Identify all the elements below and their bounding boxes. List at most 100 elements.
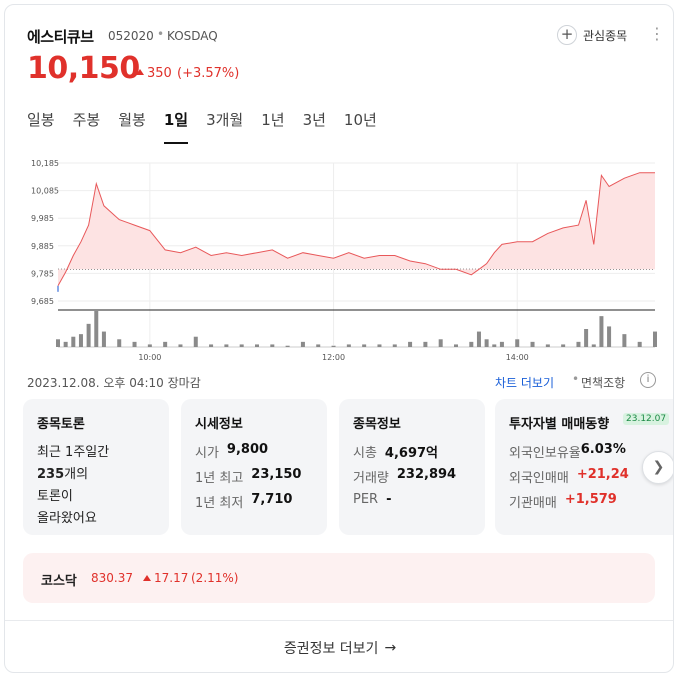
volume-bar xyxy=(331,345,336,347)
info-row: 1년 최고 23,150 xyxy=(195,467,313,486)
volume-bar xyxy=(163,341,168,347)
volume-bar xyxy=(454,344,458,347)
index-value: 830.37 xyxy=(91,571,133,585)
tab-1year[interactable]: 1년 xyxy=(261,111,285,129)
info-key: 외국인매매 xyxy=(509,471,569,486)
market-close-datetime: 2023.12.08. 오후 04:10 장마감 xyxy=(27,376,201,390)
period-tabs: 일봉 주봉 월봉 1일 3개월 1년 3년 10년 xyxy=(27,109,395,144)
investor-title: 투자자별 매매동향 xyxy=(509,417,610,432)
volume-bar xyxy=(492,344,497,347)
stock-info-card[interactable]: 종목정보 시총 4,697억 거래량 232,894 PER - xyxy=(339,399,485,535)
forum-line: 토론이 xyxy=(37,489,73,504)
info-row: PER - xyxy=(353,492,471,507)
index-change: 17.17 xyxy=(154,571,189,585)
info-value: 23,150 xyxy=(251,467,302,482)
info-icon[interactable]: i xyxy=(640,372,656,388)
volume-bar xyxy=(499,341,504,347)
y-tick-label: 9,685 xyxy=(31,297,54,306)
volume-bar xyxy=(438,339,443,347)
y-tick-label: 9,985 xyxy=(31,214,54,223)
volume-bar xyxy=(300,341,305,347)
forum-card[interactable]: 종목토론 최근 1주일간 235개의 토론이 올라왔어요 xyxy=(23,399,169,535)
info-row: 시가 9,800 xyxy=(195,442,313,461)
up-triangle-icon xyxy=(143,575,151,581)
plus-icon: + xyxy=(557,25,577,45)
info-value: +21,24 xyxy=(576,467,629,482)
up-triangle-icon xyxy=(136,69,144,75)
investor-trend-card[interactable]: 투자자별 매매동향 23.12.07 외국인보유율 6.03% 외국인매매 +21,… xyxy=(495,399,673,535)
price-change: 350 xyxy=(147,66,172,81)
next-card-button[interactable]: ❯ xyxy=(642,451,673,484)
price-chart[interactable]: 10,185 10,085 9,985 9,885 9,785 9,685 10:00 12:… xyxy=(5,155,673,365)
more-options-icon[interactable]: ⋮ xyxy=(649,24,665,43)
volume-bar xyxy=(178,344,183,347)
volume-bar xyxy=(653,331,657,347)
info-row: 기관매매 +1,579 xyxy=(509,492,661,511)
tab-monthly[interactable]: 월봉 xyxy=(118,111,146,129)
volume-bar xyxy=(224,344,229,347)
volume-bar xyxy=(515,339,520,347)
quote-info-card[interactable]: 시세정보 시가 9,800 1년 최고 23,150 1년 최저 7,710 xyxy=(181,399,327,535)
x-tick-label: 12:00 xyxy=(322,353,345,362)
info-value: +1,579 xyxy=(564,492,617,507)
info-key: 1년 최고 xyxy=(195,471,244,486)
y-tick-label: 10,185 xyxy=(31,159,59,168)
volume-bar xyxy=(86,323,91,347)
info-key: 시가 xyxy=(195,446,219,461)
chart-more-link[interactable]: 차트 더보기 xyxy=(495,376,555,390)
info-value: 4,697억 xyxy=(384,446,439,461)
kosdaq-index-box[interactable]: 코스닥 830.37 17.17 (2.11%) xyxy=(23,553,655,603)
volume-bar xyxy=(476,331,481,347)
tab-3year[interactable]: 3년 xyxy=(302,111,326,129)
tab-daily[interactable]: 일봉 xyxy=(27,111,55,129)
volume-bar xyxy=(71,336,76,347)
separator-dot: • xyxy=(572,372,580,386)
stock-code: 052020 xyxy=(108,29,154,43)
info-value: 9,800 xyxy=(226,442,269,457)
volume-bar xyxy=(530,341,535,347)
volume-bar xyxy=(561,344,566,347)
tab-10year[interactable]: 10년 xyxy=(343,111,377,129)
y-tick-label: 9,885 xyxy=(31,242,54,251)
stock-info-title: 종목정보 xyxy=(353,417,401,432)
forum-line: 개의 xyxy=(64,467,89,482)
volume-bar xyxy=(101,331,106,347)
footer-label: 증권정보 더보기 xyxy=(283,640,379,657)
info-key: PER xyxy=(353,492,379,507)
volume-bar xyxy=(362,344,367,347)
volume-bar xyxy=(637,341,642,347)
index-change-percent: (2.11%) xyxy=(191,571,239,585)
volume-bar xyxy=(255,344,259,347)
info-key: 외국인보유율 xyxy=(509,446,581,461)
y-tick-label: 9,785 xyxy=(31,269,54,278)
info-value: - xyxy=(386,492,392,507)
forum-title: 종목토론 xyxy=(37,417,85,432)
volume-bar xyxy=(117,339,122,347)
tab-1day[interactable]: 1일 xyxy=(163,109,189,144)
disclaimer-link[interactable]: 면책조항 xyxy=(581,376,626,390)
volume-bar xyxy=(584,329,589,347)
more-stock-info-button[interactable]: 증권정보 더보기 → xyxy=(5,620,673,672)
volume-bar xyxy=(56,339,60,347)
volume-bar xyxy=(147,344,152,347)
price-area-fill xyxy=(58,172,655,286)
tab-weekly[interactable]: 주봉 xyxy=(72,111,101,129)
volume-bar xyxy=(239,344,244,347)
info-row: 1년 최저 7,710 xyxy=(195,492,313,511)
volume-bar xyxy=(591,344,596,347)
index-name: 코스닥 xyxy=(41,574,77,589)
volume-bar xyxy=(285,345,290,347)
current-price: 10,150 xyxy=(27,51,140,86)
add-watchlist-button[interactable]: + 관심종목 xyxy=(557,25,627,45)
info-value: 6.03% xyxy=(580,442,626,457)
watchlist-label: 관심종목 xyxy=(583,28,628,43)
info-value: 232,894 xyxy=(396,467,457,482)
volume-bar xyxy=(78,334,83,347)
stock-name[interactable]: 에스티큐브 xyxy=(27,28,94,46)
volume-bar xyxy=(63,341,68,347)
price-change-percent: (+3.57%) xyxy=(177,66,240,81)
volume-bar xyxy=(270,344,275,347)
tab-3month[interactable]: 3개월 xyxy=(206,111,244,129)
volume-bar xyxy=(469,341,474,347)
forum-line: 올라왔어요 xyxy=(37,511,97,526)
